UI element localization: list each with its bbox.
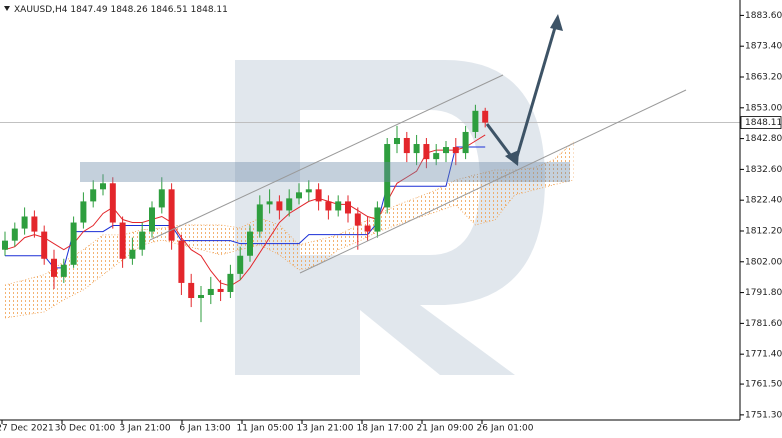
candle-body [207, 288, 214, 295]
x-tick-label: 26 Jan 01:00 [477, 424, 534, 434]
y-tick-label: 1822.40 [745, 196, 782, 206]
candle-body [168, 189, 175, 241]
candle-body [41, 231, 48, 259]
candle-body [198, 294, 204, 299]
arrowhead [505, 150, 519, 166]
candle-body [345, 201, 351, 214]
candle-body [217, 288, 224, 292]
price-tag-box [740, 116, 782, 129]
candle-body [452, 147, 459, 154]
chart-header: XAUUSD,H4 1847.49 1848.26 1846.51 1848.1… [14, 5, 228, 15]
candle-body [315, 189, 322, 202]
candle-body [149, 207, 155, 232]
candle-body [462, 131, 469, 154]
high-value: 1848.26 [110, 5, 147, 15]
x-tick-label: 3 Jan 21:00 [119, 424, 171, 434]
candle-body [188, 282, 195, 299]
x-tick-label: 27 Dec 2021 [0, 424, 54, 434]
menu-triangle[interactable] [4, 6, 10, 11]
y-tick-label: 1771.40 [745, 350, 782, 360]
candle-body [286, 198, 293, 211]
channel-lower [299, 89, 687, 274]
candle-body [256, 204, 263, 232]
arrowhead [550, 14, 563, 31]
candle-body [247, 231, 253, 256]
candle-body [80, 201, 87, 223]
cloud-edge [4, 179, 574, 319]
candle-body [276, 201, 283, 211]
candle-body [364, 225, 371, 232]
price-tag: 1848.11 [745, 118, 782, 128]
candle-body [158, 189, 165, 208]
candle-body [31, 216, 38, 232]
y-tick-label: 1873.40 [745, 42, 782, 52]
x-tick-label: 13 Jan 21:00 [297, 424, 354, 434]
y-tick-label: 1883.60 [745, 11, 782, 21]
candle-body [227, 273, 234, 292]
candle-body [374, 207, 381, 232]
candle-body [139, 231, 146, 250]
x-tick-label: 18 Jan 17:00 [357, 424, 414, 434]
candle-body [325, 201, 332, 211]
cloud-fill [5, 141, 574, 318]
x-tick-label: 21 Jan 09:00 [417, 424, 474, 434]
y-tick-label: 1842.80 [745, 134, 782, 144]
candle-body [335, 201, 342, 211]
candle-body [482, 110, 489, 123]
forecast-arrows [485, 23, 558, 161]
open-value: 1847.49 [70, 5, 107, 15]
channel-upper [149, 74, 504, 241]
candle-body [354, 213, 361, 226]
candle-body [472, 110, 479, 132]
y-tick-label: 1853.00 [745, 103, 782, 113]
cloud-edge [4, 141, 574, 286]
y-tick-label: 1751.30 [745, 410, 782, 420]
x-tick-label: 11 Jan 05:00 [237, 424, 294, 434]
y-tick-label: 1761.50 [745, 380, 782, 390]
resistance-zone [80, 162, 570, 182]
candle-body [413, 144, 420, 154]
y-tick-label: 1863.20 [745, 72, 782, 82]
candle-body [403, 137, 410, 154]
candle-body [70, 222, 77, 265]
arrow-up [514, 23, 558, 161]
x-tick-label: 6 Jan 13:00 [179, 424, 231, 434]
candle-body [51, 258, 57, 277]
candle-body [305, 189, 312, 193]
candle-body [237, 255, 244, 274]
candle-body [178, 240, 185, 283]
close-value: 1848.11 [191, 5, 228, 15]
y-tick-label: 1802.00 [745, 257, 782, 267]
candle-body [443, 147, 449, 154]
candle-body [109, 183, 116, 223]
arrow-down [485, 123, 516, 161]
y-tick-label: 1812.20 [745, 226, 782, 236]
plot-area [0, 104, 740, 323]
candle-body [21, 216, 28, 229]
y-tick-label: 1791.80 [745, 288, 782, 298]
candle-body [2, 240, 8, 250]
low-value: 1846.51 [151, 5, 188, 15]
candle-body [266, 201, 273, 205]
tenkan-line [4, 134, 486, 287]
candle-body [423, 144, 430, 160]
candle-body [60, 264, 67, 277]
x-tick-label: 30 Dec 01:00 [55, 424, 116, 434]
candle-body [394, 137, 400, 145]
watermark [235, 60, 545, 375]
candle-body [296, 192, 302, 199]
y-tick-label: 1832.60 [745, 165, 782, 175]
candle-body [100, 183, 106, 190]
candle-body [90, 189, 97, 202]
y-tick-label: 1781.60 [745, 319, 782, 329]
candle-body [384, 144, 391, 208]
kijun-line [5, 146, 486, 269]
candle-body [129, 249, 136, 259]
candle-body [11, 228, 18, 241]
symbol: XAUUSD,H4 [14, 5, 68, 15]
candle-body [119, 222, 126, 259]
candle-body [433, 153, 440, 160]
